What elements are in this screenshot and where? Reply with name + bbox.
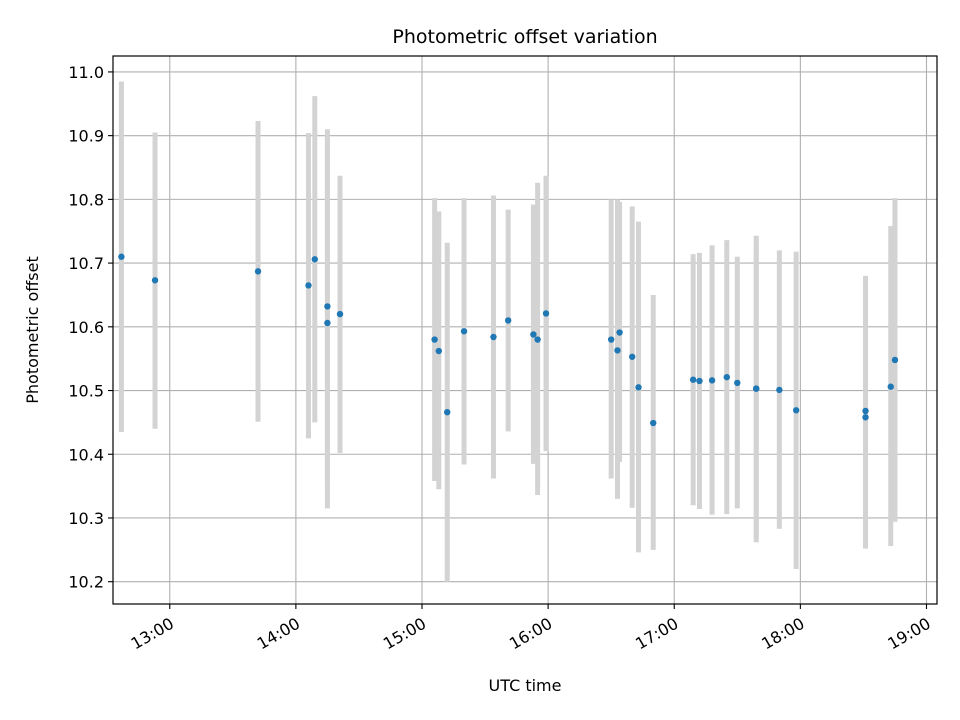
y-axis-ticks: 10.2 10.3 10.4 10.5 10.6 10.7 10.8 10.9 11.0 <box>68 63 113 592</box>
data-point <box>324 303 331 310</box>
data-point <box>460 328 468 335</box>
data-point <box>542 310 550 317</box>
data-point <box>504 317 512 324</box>
data-point <box>530 331 537 338</box>
plot-frame <box>112 55 938 605</box>
data-point <box>614 347 621 354</box>
data-point <box>723 373 730 381</box>
data-point <box>629 353 636 360</box>
x-axis-label: UTC time <box>489 676 562 695</box>
data-point <box>431 336 438 343</box>
y-axis-label: Photometric offset <box>23 256 42 404</box>
y-tick-label: 10.8 <box>68 190 104 209</box>
y-tick-label: 10.5 <box>68 382 104 401</box>
data-point <box>891 356 899 364</box>
data-point <box>887 383 894 390</box>
y-tick-label: 10.3 <box>68 509 104 528</box>
data-point <box>650 419 657 427</box>
data-point <box>534 336 541 343</box>
y-tick-label: 10.4 <box>68 445 104 464</box>
data-point <box>151 277 159 284</box>
data-point <box>118 253 125 260</box>
data-point <box>708 377 716 384</box>
data-point <box>311 256 318 263</box>
y-tick-label: 10.9 <box>68 127 104 146</box>
data-point <box>324 319 331 327</box>
data-point <box>490 333 497 341</box>
data-point <box>254 268 262 275</box>
data-point <box>689 376 697 383</box>
chart-title: Photometric offset variation <box>392 26 657 48</box>
plot-area-background <box>113 56 937 604</box>
data-point <box>862 414 869 421</box>
y-tick-label: 10.7 <box>68 254 104 273</box>
data-point <box>696 377 703 385</box>
grid <box>113 56 937 604</box>
data-point <box>607 336 615 343</box>
data-point <box>435 347 443 355</box>
data-point <box>734 379 741 387</box>
data-point <box>792 407 800 414</box>
y-tick-label: 10.2 <box>68 573 104 592</box>
data-point <box>776 386 783 394</box>
data-point <box>305 282 312 289</box>
data-point <box>444 409 451 416</box>
data-points <box>118 253 899 427</box>
data-point <box>616 329 623 336</box>
data-point <box>635 384 642 391</box>
data-point <box>753 385 760 392</box>
y-tick-label: 10.6 <box>68 318 104 337</box>
y-tick-label: 11.0 <box>68 63 104 82</box>
data-point <box>862 407 869 415</box>
data-point <box>336 310 344 318</box>
